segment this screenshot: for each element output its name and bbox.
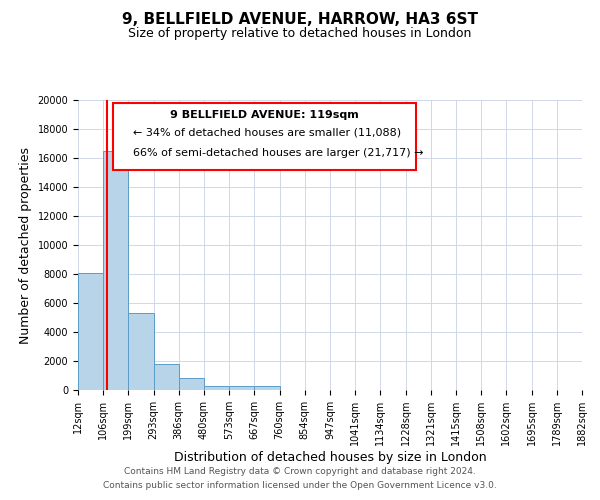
Text: 9, BELLFIELD AVENUE, HARROW, HA3 6ST: 9, BELLFIELD AVENUE, HARROW, HA3 6ST — [122, 12, 478, 28]
Y-axis label: Number of detached properties: Number of detached properties — [19, 146, 32, 344]
Bar — [179, 378, 204, 390]
Text: Contains HM Land Registry data © Crown copyright and database right 2024.: Contains HM Land Registry data © Crown c… — [124, 467, 476, 476]
Text: ← 34% of detached houses are smaller (11,088): ← 34% of detached houses are smaller (11… — [133, 128, 401, 138]
Bar — [103, 151, 128, 390]
Bar — [254, 386, 280, 390]
Text: Size of property relative to detached houses in London: Size of property relative to detached ho… — [128, 28, 472, 40]
Text: 9 BELLFIELD AVENUE: 119sqm: 9 BELLFIELD AVENUE: 119sqm — [170, 110, 359, 120]
Bar — [204, 386, 229, 390]
X-axis label: Distribution of detached houses by size in London: Distribution of detached houses by size … — [173, 451, 487, 464]
Text: 66% of semi-detached houses are larger (21,717) →: 66% of semi-detached houses are larger (… — [133, 148, 424, 158]
Bar — [128, 313, 154, 390]
FancyBboxPatch shape — [113, 103, 416, 170]
Bar — [78, 274, 103, 390]
Bar — [154, 364, 179, 390]
Bar — [229, 386, 254, 390]
Text: Contains public sector information licensed under the Open Government Licence v3: Contains public sector information licen… — [103, 481, 497, 490]
